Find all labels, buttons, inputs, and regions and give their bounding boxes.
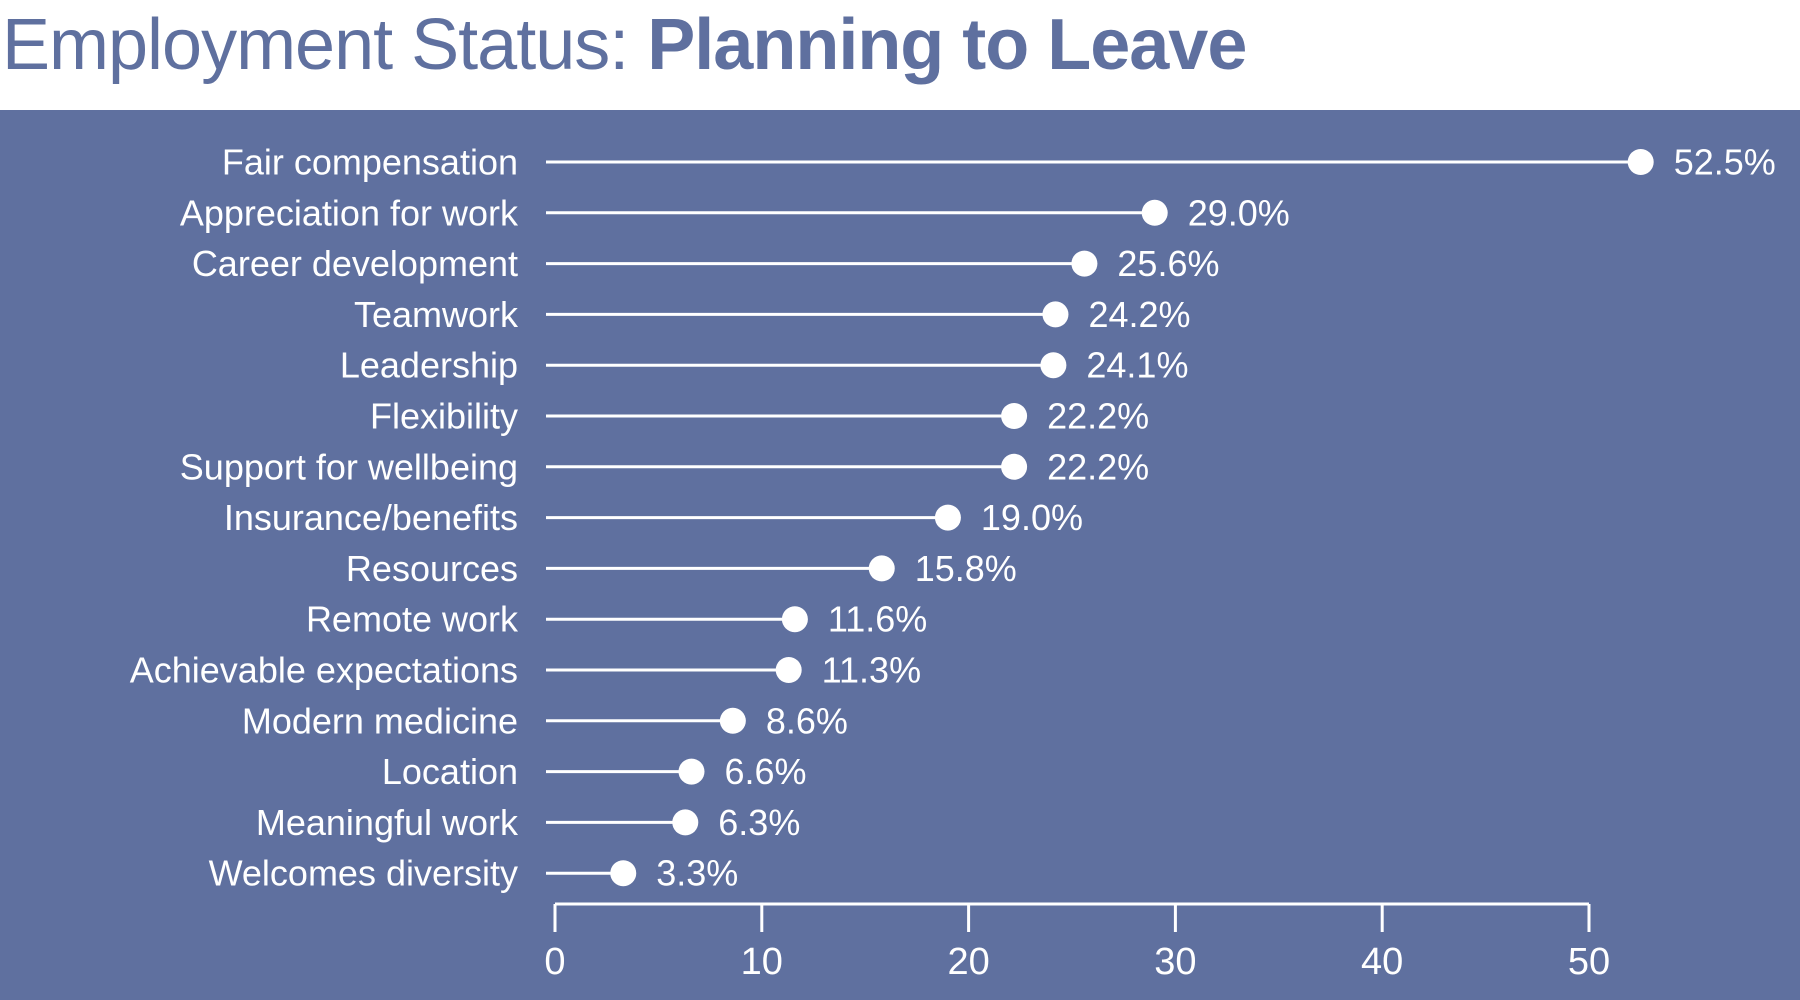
- chart-row: Modern medicine 8.6%: [242, 700, 848, 741]
- value-label: 11.6%: [828, 599, 927, 640]
- lollipop-dot: [868, 555, 895, 582]
- category-label: Support for wellbeing: [180, 446, 518, 487]
- category-label: Fair compensation: [222, 142, 518, 183]
- category-label: Modern medicine: [242, 700, 518, 741]
- value-label: 52.5%: [1674, 142, 1776, 183]
- chart-row: Remote work 11.6%: [306, 599, 927, 640]
- category-label: Remote work: [306, 599, 519, 640]
- category-label: Location: [382, 751, 518, 792]
- chart-title-emphasis: Planning to Leave: [647, 5, 1247, 85]
- category-label: Welcomes diversity: [209, 853, 518, 894]
- value-label: 22.2%: [1047, 396, 1149, 437]
- lollipop-dot: [1001, 403, 1028, 429]
- category-label: Flexibility: [370, 396, 518, 437]
- value-label: 6.3%: [718, 802, 800, 843]
- chart-row: Welcomes diversity 3.3%: [209, 853, 739, 894]
- chart-row: Fair compensation 52.5%: [222, 142, 1776, 183]
- chart-row: Achievable expectations 11.3%: [130, 650, 921, 691]
- value-label: 15.8%: [915, 548, 1017, 589]
- value-label: 25.6%: [1117, 243, 1219, 284]
- value-label: 11.3%: [822, 650, 921, 691]
- chart-row: Teamwork 24.2%: [354, 294, 1191, 335]
- x-tick-label: 30: [1154, 941, 1196, 983]
- chart-row: Support for wellbeing 22.2%: [180, 446, 1149, 487]
- category-label: Teamwork: [354, 294, 519, 335]
- value-label: 22.2%: [1047, 446, 1149, 487]
- x-tick-label: 40: [1361, 941, 1403, 983]
- value-label: 19.0%: [981, 497, 1083, 538]
- lollipop-dot: [1042, 301, 1069, 328]
- lollipop-dot: [1627, 149, 1654, 175]
- category-label: Appreciation for work: [180, 192, 519, 233]
- chart-header: Employment Status: Planning to Leave: [0, 0, 1800, 110]
- chart-panel: Fair compensation 52.5% Appreciation for w…: [0, 110, 1800, 1000]
- lollipop-dot: [610, 860, 637, 887]
- lollipop-dot: [1001, 453, 1028, 480]
- lollipop-dot: [1040, 352, 1067, 379]
- category-label: Career development: [192, 243, 518, 284]
- value-label: 29.0%: [1188, 192, 1290, 233]
- chart-row: Location 6.6%: [382, 751, 807, 792]
- x-tick-label: 50: [1568, 941, 1610, 983]
- category-label: Insurance/benefits: [224, 497, 518, 538]
- lollipop-dot: [719, 707, 746, 734]
- value-label: 6.6%: [724, 751, 806, 792]
- value-label: 24.1%: [1086, 345, 1188, 386]
- lollipop-dot: [672, 809, 699, 836]
- chart-rows: Fair compensation 52.5% Appreciation for w…: [130, 142, 1776, 894]
- category-label: Resources: [346, 548, 518, 589]
- category-label: Meaningful work: [256, 802, 519, 843]
- chart-title-prefix: Employment Status:: [2, 5, 648, 85]
- x-tick-label: 10: [741, 941, 783, 983]
- chart-title: Employment Status: Planning to Leave: [2, 0, 1247, 100]
- value-label: 24.2%: [1088, 294, 1190, 335]
- chart-row: Leadership 24.1%: [340, 345, 1189, 386]
- lollipop-dot: [678, 758, 705, 785]
- lollipop-dot: [1071, 250, 1098, 277]
- x-axis: 0 10 20 30 40 50: [544, 902, 1610, 983]
- category-label: Achievable expectations: [130, 650, 518, 691]
- chart-row: Career development 25.6%: [192, 243, 1220, 284]
- chart-background: [0, 110, 1800, 1000]
- lollipop-dot: [1141, 199, 1168, 226]
- chart-row: Insurance/benefits 19.0%: [224, 497, 1083, 538]
- lollipop-dot: [781, 606, 808, 633]
- value-label: 8.6%: [766, 700, 848, 741]
- lollipop-dot: [775, 657, 802, 683]
- chart-row: Resources 15.8%: [346, 548, 1017, 589]
- chart-row: Appreciation for work 29.0%: [180, 192, 1290, 233]
- value-label: 3.3%: [656, 853, 738, 894]
- category-label: Leadership: [340, 345, 518, 386]
- x-tick-label: 20: [947, 941, 989, 983]
- x-tick-label: 0: [544, 941, 565, 983]
- lollipop-dot: [934, 504, 961, 531]
- chart-row: Flexibility 22.2%: [370, 396, 1149, 437]
- lollipop-chart: Fair compensation 52.5% Appreciation for w…: [0, 110, 1800, 1000]
- chart-row: Meaningful work 6.3%: [256, 802, 800, 843]
